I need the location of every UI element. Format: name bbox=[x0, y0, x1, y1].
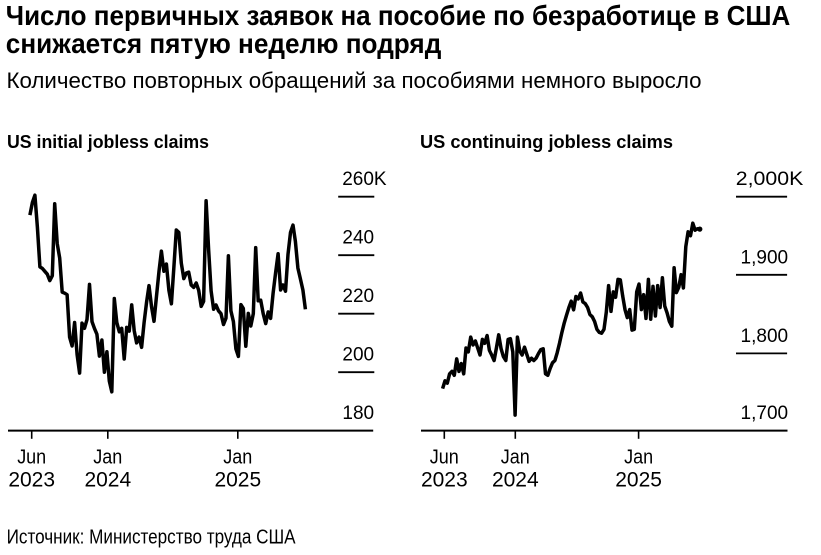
svg-text:US continuing jobless claims: US continuing jobless claims bbox=[420, 132, 673, 152]
svg-text:1,800: 1,800 bbox=[741, 326, 789, 347]
svg-text:Jun: Jun bbox=[430, 447, 459, 469]
svg-text:2023: 2023 bbox=[8, 468, 55, 491]
svg-text:2025: 2025 bbox=[214, 468, 261, 491]
svg-text:2023: 2023 bbox=[421, 468, 468, 491]
svg-text:260K: 260K bbox=[342, 169, 387, 190]
svg-text:US initial jobless claims: US initial jobless claims bbox=[7, 132, 209, 152]
svg-text:240: 240 bbox=[342, 228, 374, 249]
svg-text:Jun: Jun bbox=[17, 447, 46, 469]
svg-text:2025: 2025 bbox=[615, 468, 662, 491]
svg-text:2024: 2024 bbox=[492, 468, 539, 491]
svg-text:180: 180 bbox=[342, 403, 374, 424]
svg-text:2024: 2024 bbox=[84, 468, 131, 491]
svg-text:1,900: 1,900 bbox=[741, 247, 789, 268]
svg-text:200: 200 bbox=[342, 345, 374, 366]
svg-text:2,000K: 2,000K bbox=[736, 169, 804, 190]
svg-text:Jan: Jan bbox=[93, 447, 122, 469]
svg-text:Jan: Jan bbox=[223, 447, 252, 469]
svg-text:Jan: Jan bbox=[501, 447, 530, 469]
svg-text:1,700: 1,700 bbox=[741, 403, 789, 424]
svg-text:220: 220 bbox=[342, 286, 374, 307]
svg-text:снижается пятую неделю подряд: снижается пятую неделю подряд bbox=[6, 28, 442, 59]
svg-text:Jan: Jan bbox=[624, 447, 653, 469]
svg-text:Число первичных заявок на посо: Число первичных заявок на пособие по без… bbox=[6, 0, 791, 31]
svg-text:Количество повторных обращений: Количество повторных обращений за пособи… bbox=[7, 68, 702, 93]
svg-text:Источник: Министерство труда С: Источник: Министерство труда США bbox=[7, 526, 297, 548]
